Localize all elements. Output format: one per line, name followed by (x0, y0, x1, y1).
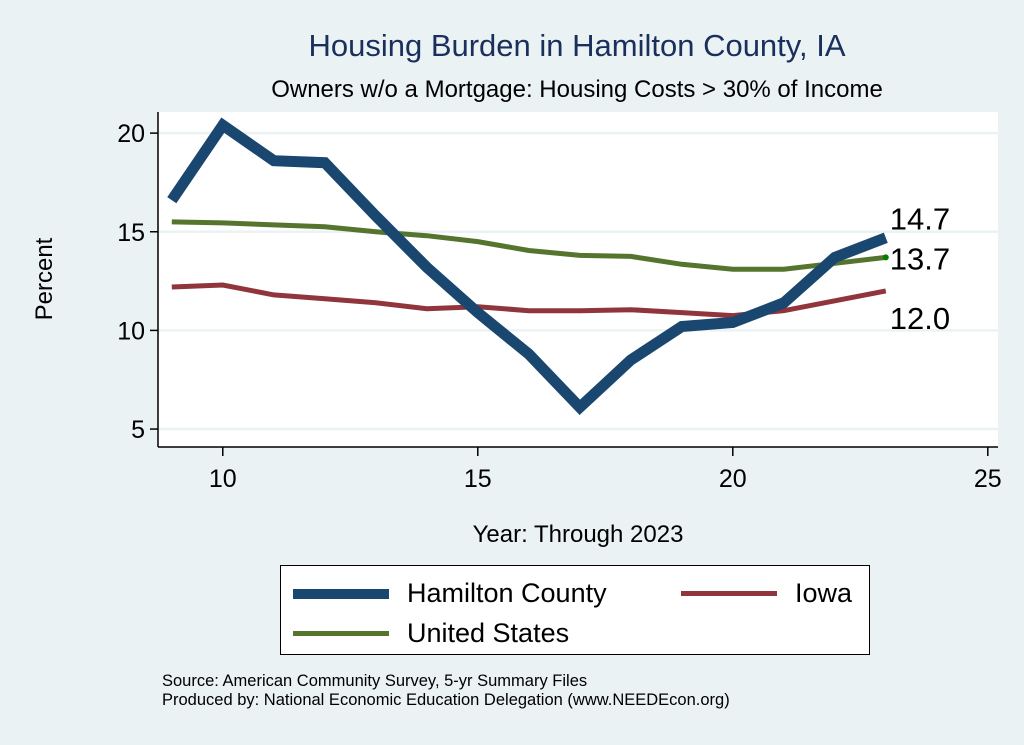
chart-title: Housing Burden in Hamilton County, IA (308, 28, 846, 63)
end-label-united-states: 13.7 (890, 241, 950, 276)
footer: Source: American Community Survey, 5-yr … (162, 672, 730, 710)
series-line-united-states (171, 219, 887, 272)
legend-label-hamilton: Hamilton County (407, 578, 607, 608)
y-tick-label-10: 10 (117, 317, 145, 345)
produced-by-note: Produced by: National Economic Education… (162, 691, 730, 709)
legend: Hamilton County Iowa United States (280, 565, 870, 655)
end-label-iowa: 12.0 (890, 301, 950, 336)
x-tick-label-20: 20 (719, 465, 747, 493)
series-lines (167, 117, 889, 416)
legend-label-us: United States (407, 618, 570, 648)
end-label-hamilton-county: 14.7 (890, 202, 950, 237)
x-tick-label-25: 25 (974, 465, 1002, 493)
y-axis-title: Percent (31, 237, 58, 320)
x-tick-label-15: 15 (464, 465, 492, 493)
x-tick-label-10: 10 (209, 465, 237, 493)
legend-item-hamilton-county: Hamilton County (293, 578, 607, 609)
source-note: Source: American Community Survey, 5-yr … (162, 672, 588, 690)
x-axis-title: Year: Through 2023 (473, 521, 684, 548)
y-tick-label-20: 20 (117, 120, 145, 148)
chart-subtitle: Owners w/o a Mortgage: Housing Costs > 3… (271, 76, 883, 103)
legend-swatch-iowa (681, 591, 777, 596)
legend-swatch-hamilton (293, 588, 389, 599)
gridlines (158, 131, 998, 431)
end-marker-united-states (882, 254, 889, 261)
legend-item-united-states: United States (293, 618, 569, 649)
legend-swatch-us (293, 631, 389, 636)
y-ticks: 5 10 15 20 (117, 120, 158, 444)
series-line-hamilton-county (167, 117, 888, 416)
y-tick-label-5: 5 (131, 416, 145, 444)
legend-label-iowa: Iowa (795, 578, 853, 608)
legend-item-iowa: Iowa (681, 578, 852, 609)
end-labels: 14.7 13.7 12.0 (890, 202, 950, 336)
x-ticks: 10 15 20 25 (209, 447, 1002, 493)
plot-area (158, 112, 998, 447)
y-tick-label-15: 15 (117, 219, 145, 247)
